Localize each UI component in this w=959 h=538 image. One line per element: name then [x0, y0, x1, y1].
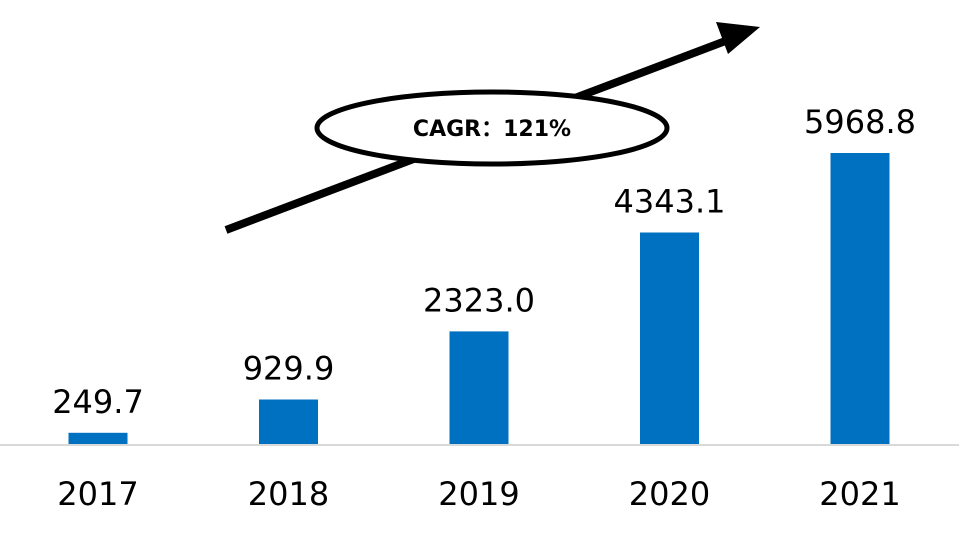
- x-tick-label-2021: 2021: [819, 475, 900, 513]
- bars-layer: [68, 153, 890, 445]
- value-label-2019: 2323.0: [423, 281, 535, 319]
- x-tick-label-2020: 2020: [629, 475, 710, 513]
- value-label-2018: 929.9: [243, 350, 335, 388]
- x-tick-label-2019: 2019: [438, 475, 519, 513]
- bar-2018: [259, 399, 318, 445]
- x-tick-labels-layer: 2017 2018 2019 2020 2021: [57, 475, 900, 513]
- value-label-2020: 4343.1: [614, 183, 726, 221]
- value-label-2021: 5968.8: [804, 103, 916, 141]
- cagr-label: CAGR：121%: [413, 117, 571, 142]
- cagr-annotation: CAGR：121%: [224, 22, 760, 234]
- value-labels-layer: 249.7 929.9 2323.0 4343.1 5968.8: [52, 103, 916, 421]
- bar-2019: [449, 331, 509, 445]
- cagr-arrow-head-icon: [716, 22, 760, 54]
- bar-2020: [640, 232, 699, 445]
- value-label-2017: 249.7: [52, 383, 144, 421]
- bar-2017: [68, 432, 128, 445]
- cagr-ellipse: [314, 89, 670, 167]
- x-tick-label-2018: 2018: [248, 475, 329, 513]
- x-tick-label-2017: 2017: [57, 475, 138, 513]
- bar-2021: [830, 153, 890, 445]
